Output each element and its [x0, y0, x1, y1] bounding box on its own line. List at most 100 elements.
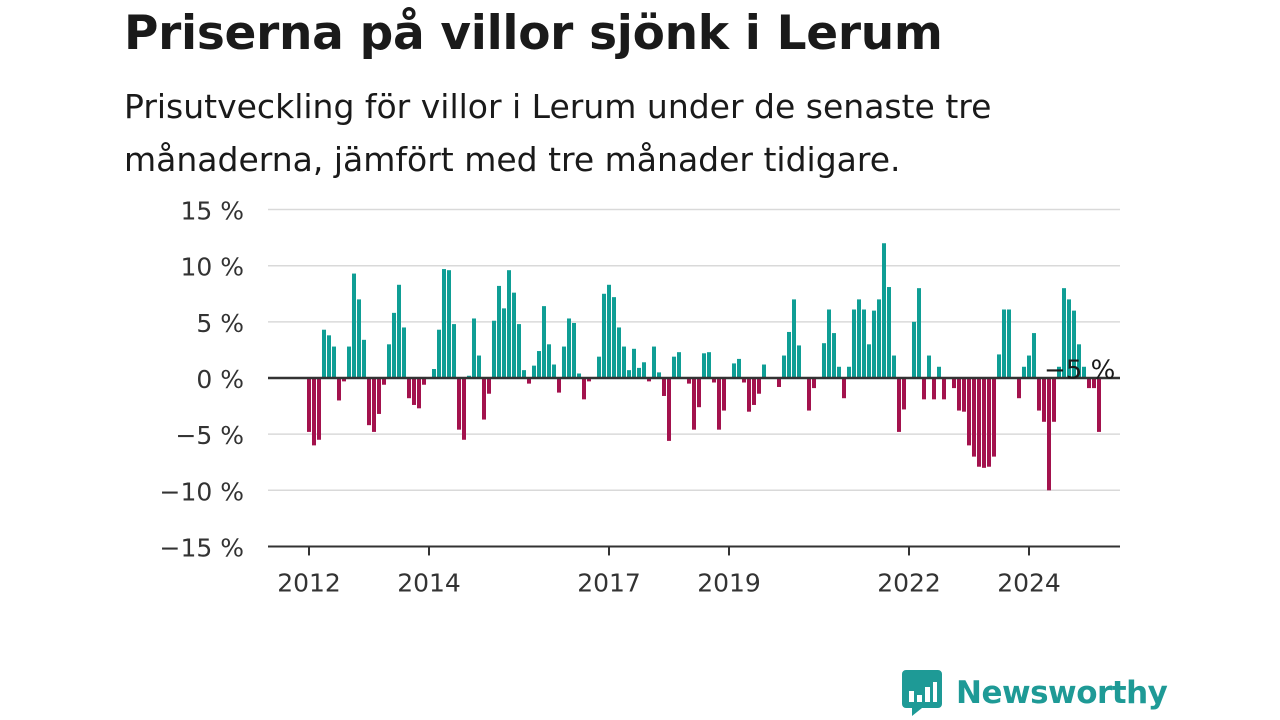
bar [667, 378, 671, 441]
bar [1057, 366, 1061, 378]
bar [1077, 344, 1081, 378]
bar [532, 365, 536, 378]
bar [1027, 355, 1031, 378]
bar [352, 273, 356, 378]
chart-subtitle: Prisutveckling för villor i Lerum under … [124, 87, 992, 179]
bar [967, 378, 971, 446]
bar [522, 370, 526, 378]
bar [757, 378, 761, 394]
bar [537, 351, 541, 378]
bar [702, 353, 706, 378]
x-tick-label: 2014 [397, 568, 461, 597]
bar [972, 378, 976, 457]
bar [762, 364, 766, 378]
bar [922, 378, 926, 400]
bar [977, 378, 981, 467]
y-tick-label: −10 % [160, 477, 244, 506]
bar [392, 312, 396, 378]
y-axis-labels: 15 % 10 % 5 % 0 % −5 % −10 % −15 % [160, 197, 244, 563]
bar [1067, 299, 1071, 378]
bar [737, 358, 741, 378]
bar [647, 378, 651, 382]
x-tick-label: 2019 [697, 568, 761, 597]
bar [912, 321, 916, 378]
bar [797, 345, 801, 378]
bar [337, 378, 341, 401]
y-tick-label: 10 % [180, 253, 244, 282]
bar [462, 378, 466, 440]
bar [722, 378, 726, 411]
bar [672, 356, 676, 378]
bar [642, 362, 646, 378]
bar [1072, 310, 1076, 378]
bar [562, 346, 566, 378]
bar [342, 378, 346, 382]
bar [477, 355, 481, 378]
bar [552, 364, 556, 378]
bar [377, 378, 381, 414]
bar [612, 297, 616, 378]
bar [887, 287, 891, 378]
bar [387, 344, 391, 378]
bar [882, 243, 886, 378]
y-tick-label: 15 % [180, 197, 244, 226]
bar [492, 320, 496, 378]
bar [347, 346, 351, 378]
bar [362, 339, 366, 378]
bar [422, 378, 426, 385]
y-tick-label: −15 % [160, 533, 244, 562]
bar [942, 378, 946, 400]
bar [607, 284, 611, 378]
bar [597, 356, 601, 378]
bar [707, 352, 711, 378]
bar [742, 378, 746, 383]
bar [892, 355, 896, 378]
x-axis-labels: 2012 2014 2017 2019 2022 2024 [277, 568, 1061, 597]
bar [382, 378, 386, 385]
bar [732, 363, 736, 378]
bar [1092, 378, 1096, 389]
y-tick-label: 0 % [196, 365, 244, 394]
bar [867, 344, 871, 378]
bar [357, 299, 361, 378]
bar [1022, 366, 1026, 378]
bar [542, 306, 546, 378]
y-tick-label: −5 % [175, 421, 244, 450]
bar [1062, 288, 1066, 378]
bar [567, 318, 571, 378]
bar [652, 346, 656, 378]
bar [782, 355, 786, 378]
bar [857, 299, 861, 378]
bar [637, 367, 641, 378]
chart-title: Priserna på villor sjönk i Lerum [124, 6, 943, 61]
bar [497, 285, 501, 378]
bar [527, 378, 531, 384]
bar [952, 378, 956, 389]
bar [582, 378, 586, 400]
bars [307, 243, 1101, 491]
bar [837, 366, 841, 378]
bar [397, 284, 401, 378]
bar [1007, 309, 1011, 378]
bar [852, 309, 856, 378]
bar [692, 378, 696, 430]
bar [697, 378, 701, 408]
bar [862, 309, 866, 378]
bar [617, 327, 621, 378]
bar [417, 378, 421, 409]
bar [747, 378, 751, 412]
bar [512, 292, 516, 378]
bar [367, 378, 371, 426]
bar [602, 293, 606, 378]
x-tick-label: 2022 [877, 568, 941, 597]
bar [712, 378, 716, 383]
bar [412, 378, 416, 405]
bar [842, 378, 846, 399]
bar [312, 378, 316, 446]
bar [962, 378, 966, 412]
bar [442, 269, 446, 378]
bar [1042, 378, 1046, 422]
bar [632, 348, 636, 378]
bar [847, 366, 851, 378]
bar [437, 329, 441, 378]
